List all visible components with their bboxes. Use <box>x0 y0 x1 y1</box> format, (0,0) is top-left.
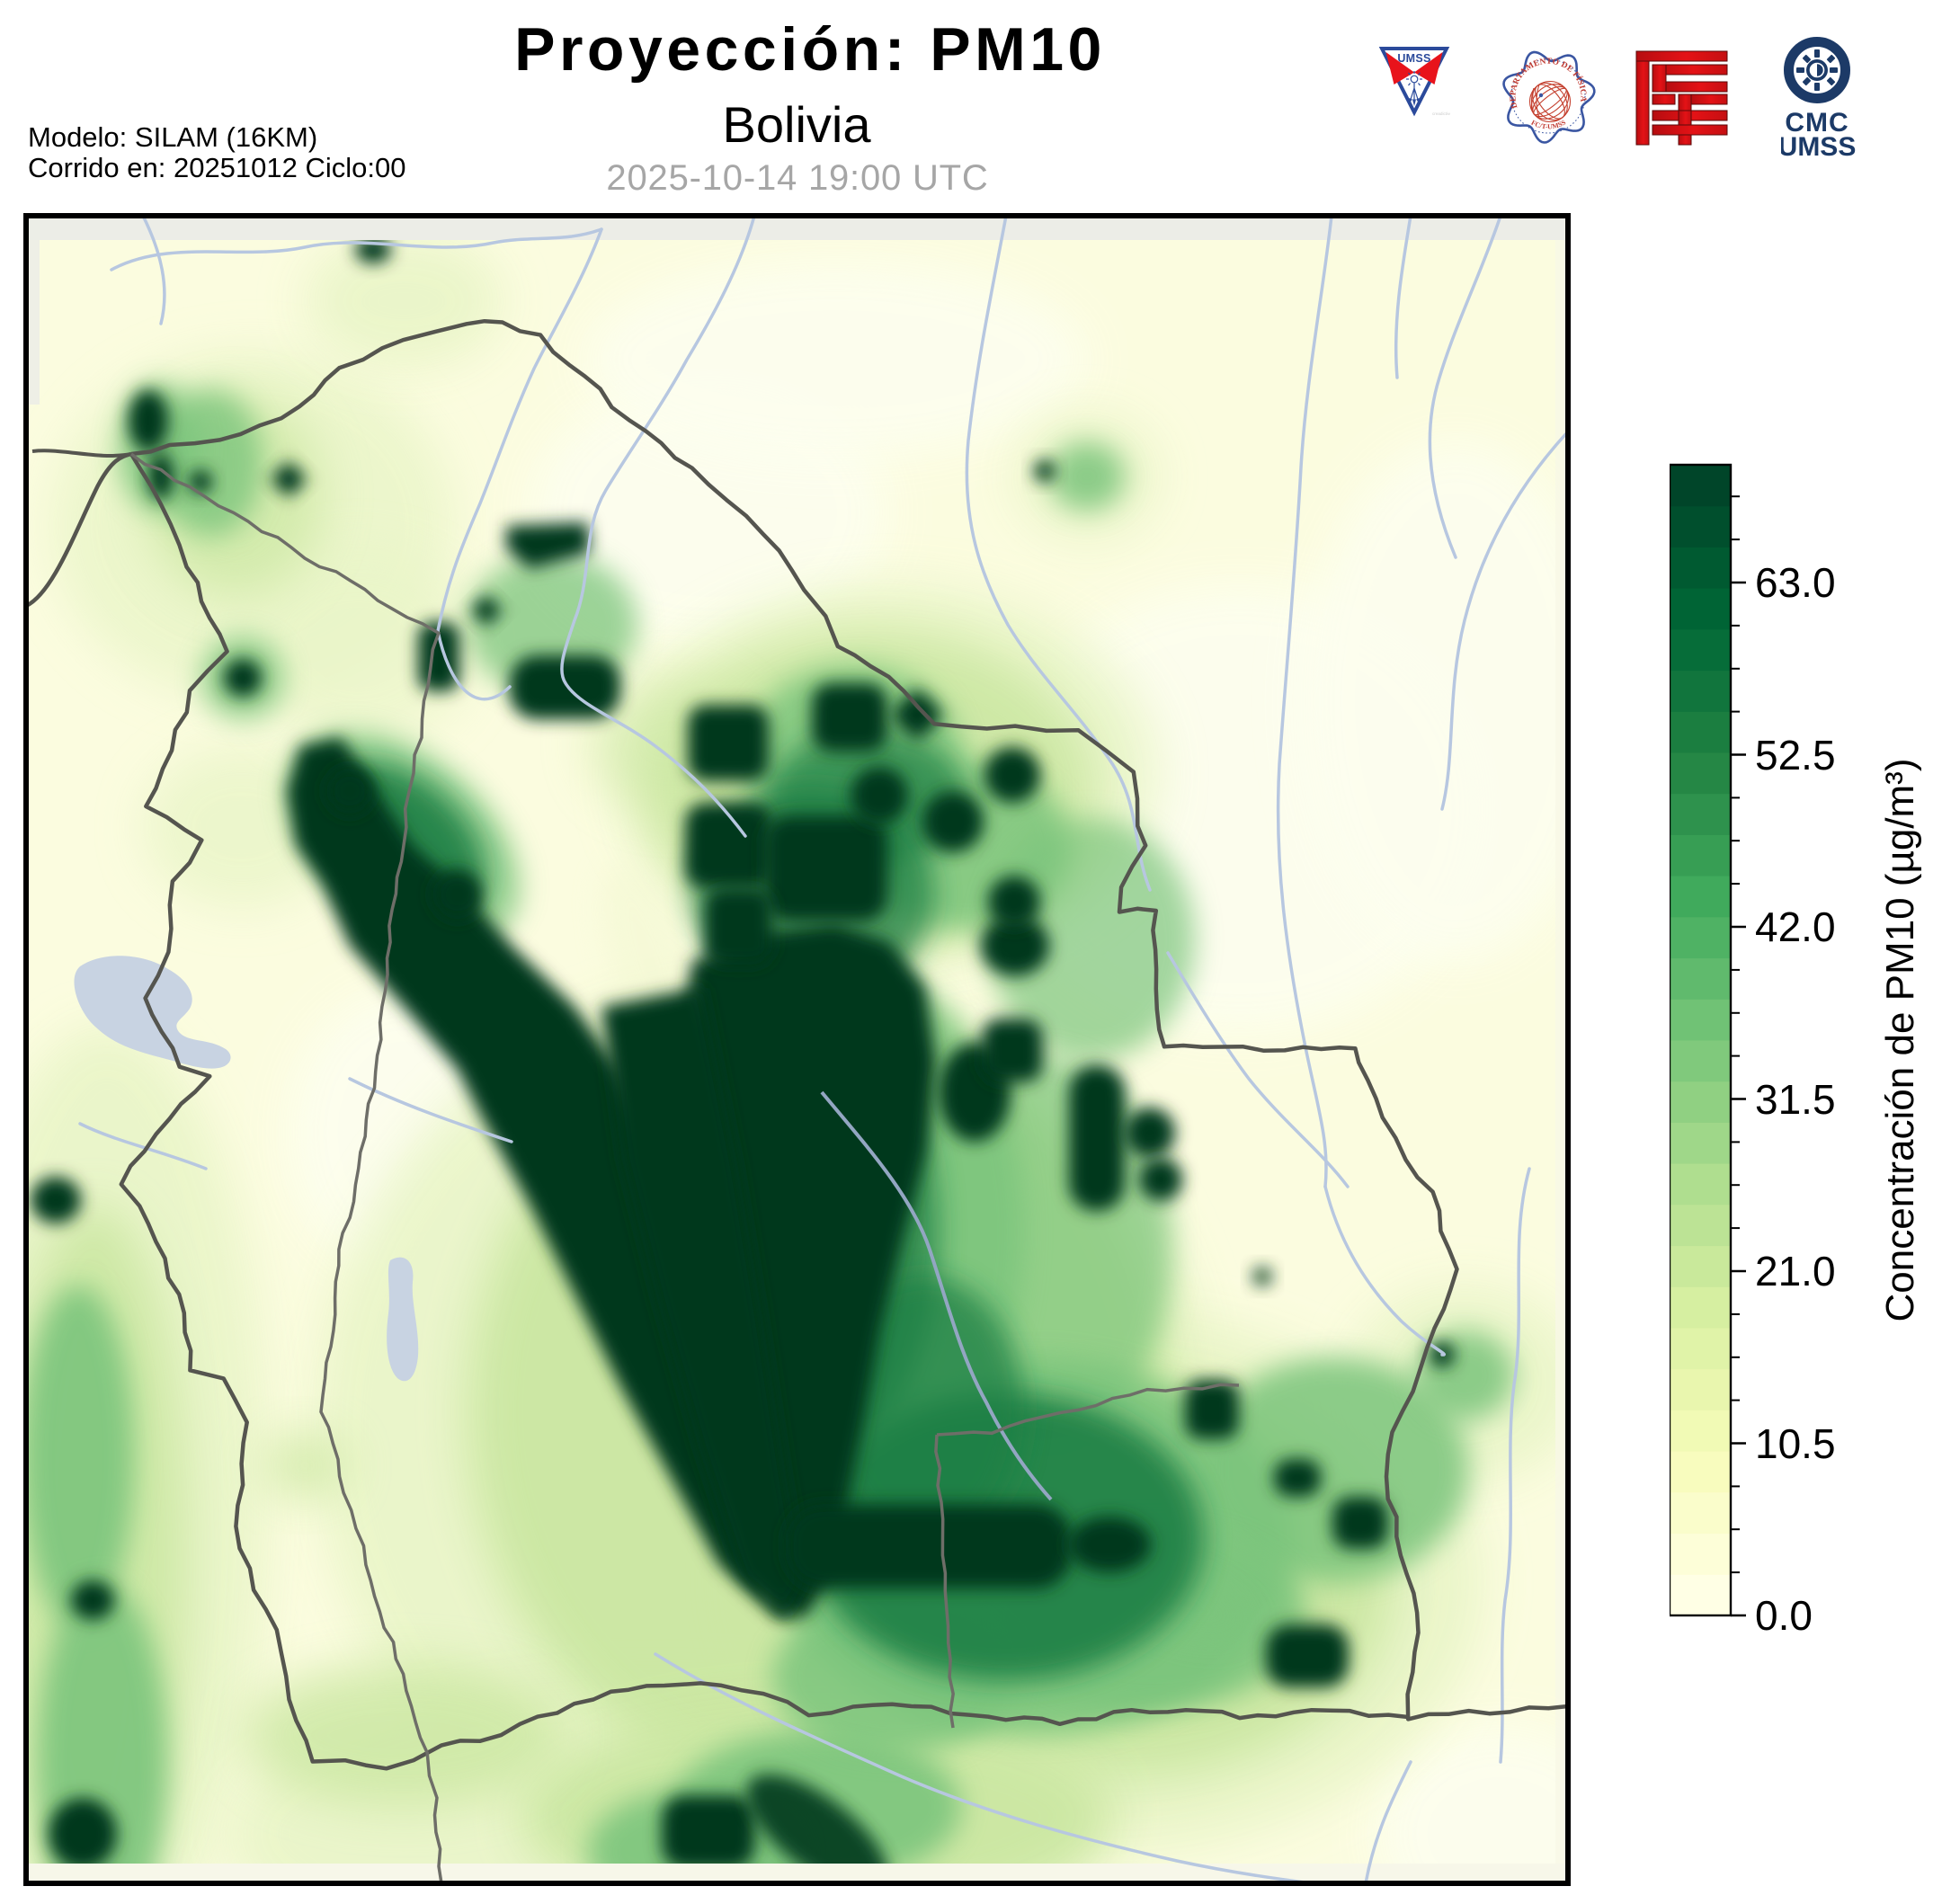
svg-text:CMC: CMC <box>1785 108 1848 138</box>
svg-text:creadictivo.com: creadictivo.com <box>1432 111 1450 116</box>
svg-text:UMSS: UMSS <box>1397 52 1430 65</box>
svg-text:UMSS: UMSS <box>1781 132 1856 162</box>
svg-text:FC/T-UMSS: FC/T-UMSS <box>1530 118 1568 130</box>
